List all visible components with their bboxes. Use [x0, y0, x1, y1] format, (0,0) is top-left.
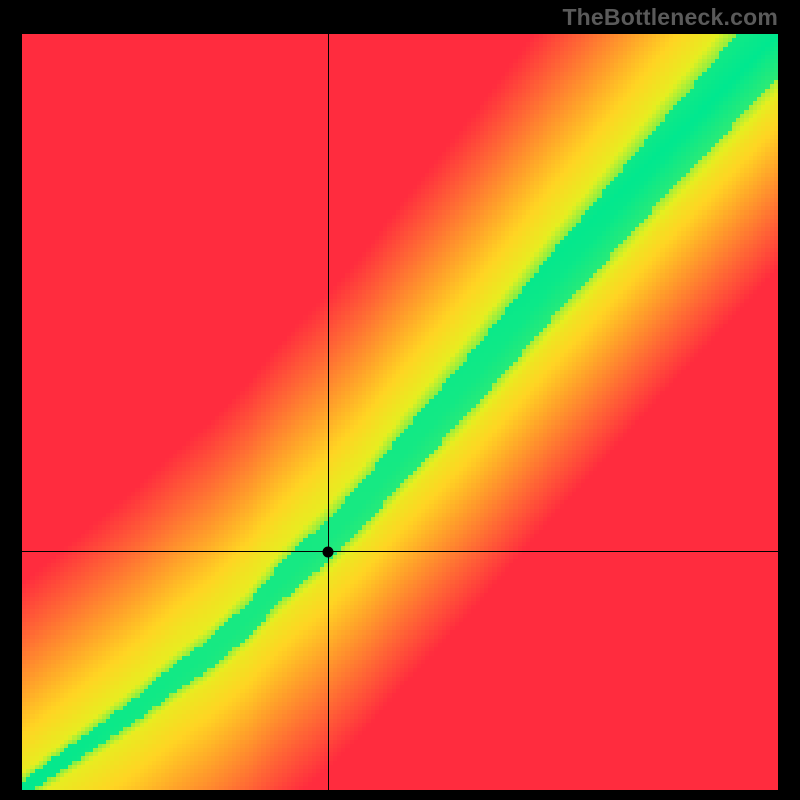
- heatmap-canvas: [22, 34, 778, 790]
- heatmap-plot: [22, 34, 778, 790]
- attribution-text: TheBottleneck.com: [562, 4, 778, 31]
- data-point-marker: [323, 546, 334, 557]
- crosshair-vertical: [328, 34, 329, 790]
- crosshair-horizontal: [22, 551, 778, 552]
